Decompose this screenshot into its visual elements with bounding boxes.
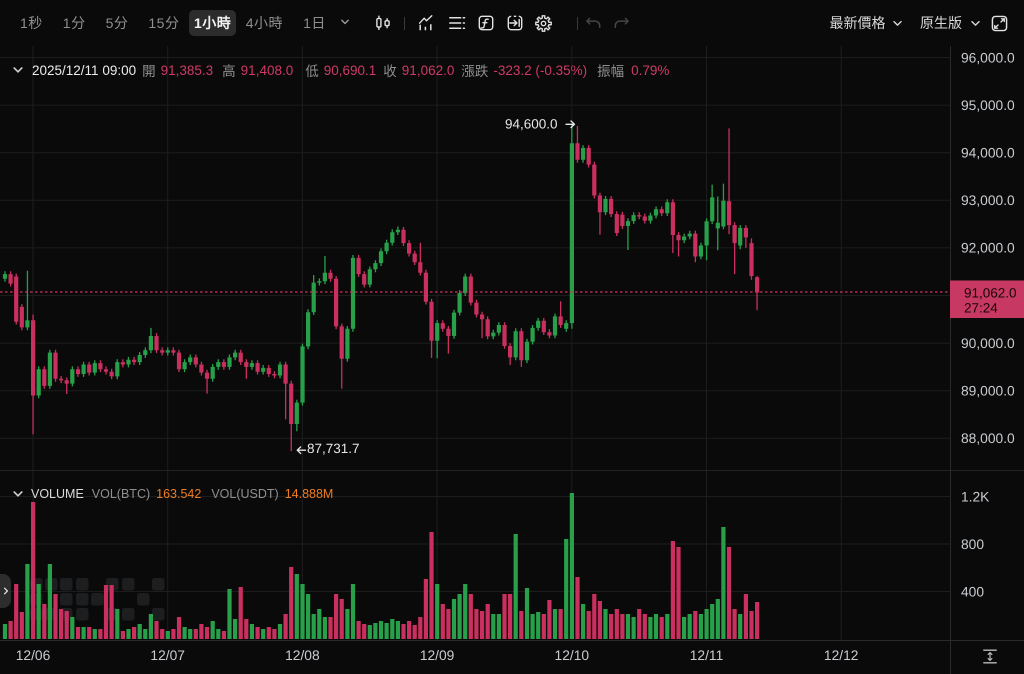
svg-text:91,062.0: 91,062.0: [964, 286, 1017, 301]
svg-text:90,000.0: 90,000.0: [961, 336, 1015, 351]
svg-text:92,000.0: 92,000.0: [961, 241, 1015, 256]
svg-text:12/11: 12/11: [690, 648, 724, 663]
svg-text:12/09: 12/09: [420, 648, 455, 663]
svg-text:95,000.0: 95,000.0: [961, 98, 1015, 113]
svg-text:12/12: 12/12: [824, 648, 859, 663]
svg-text:94,600.0: 94,600.0: [505, 117, 558, 132]
svg-text:88,000.0: 88,000.0: [961, 431, 1015, 446]
svg-text:27:24: 27:24: [964, 301, 998, 316]
svg-text:1.2K: 1.2K: [961, 490, 990, 505]
svg-text:12/07: 12/07: [150, 648, 185, 663]
svg-text:12/10: 12/10: [555, 648, 590, 663]
svg-text:89,000.0: 89,000.0: [961, 384, 1015, 399]
svg-text:12/08: 12/08: [285, 648, 320, 663]
svg-text:96,000.0: 96,000.0: [961, 50, 1015, 65]
svg-text:12/06: 12/06: [16, 648, 51, 663]
svg-text:93,000.0: 93,000.0: [961, 193, 1015, 208]
svg-text:800: 800: [961, 537, 984, 552]
svg-text:400: 400: [961, 585, 984, 600]
svg-text:94,000.0: 94,000.0: [961, 146, 1015, 161]
svg-text:87,731.7: 87,731.7: [307, 441, 360, 456]
